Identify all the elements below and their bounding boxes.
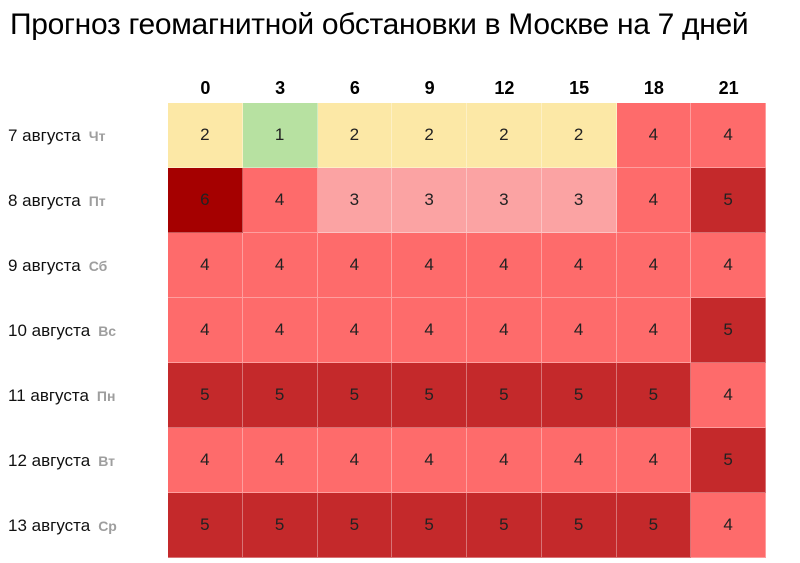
heatmap-cell: 4 xyxy=(467,233,542,298)
hour-axis: 0 3 6 9 12 15 18 21 xyxy=(168,76,766,100)
row-date-label: 10 августа xyxy=(8,320,91,340)
heatmap-cell: 5 xyxy=(691,168,766,233)
heatmap-cell: 3 xyxy=(317,168,393,233)
hour-tick-label: 3 xyxy=(275,78,286,98)
heatmap-cell: 2 xyxy=(168,103,243,168)
heatmap-cell: 4 xyxy=(541,233,617,298)
heatmap-cell: 4 xyxy=(317,298,393,363)
heatmap-cell: 5 xyxy=(691,428,766,493)
date-axis: 7 августа Чт 8 августа Пт 9 августа Сб 10 авгу… xyxy=(8,103,168,558)
heatmap-cell: 2 xyxy=(317,103,393,168)
heatmap-cell: 4 xyxy=(242,233,318,298)
heatmap-cell: 3 xyxy=(392,168,467,233)
heatmap-cell: 5 xyxy=(691,298,766,363)
heatmap-cell: 4 xyxy=(168,233,243,298)
hour-tick-label: 12 xyxy=(494,78,515,98)
row-weekday-label: Сб xyxy=(88,257,108,274)
heatmap-cell: 5 xyxy=(467,493,542,558)
heatmap-cell: 4 xyxy=(691,233,766,298)
heatmap-cell: 4 xyxy=(541,298,617,363)
heatmap-cell: 1 xyxy=(242,103,318,168)
hour-tick-label: 9 xyxy=(424,78,435,98)
heatmap-cell: 5 xyxy=(317,363,393,428)
heatmap-cell: 5 xyxy=(616,363,692,428)
heatmap-cell: 4 xyxy=(168,428,243,493)
hour-tick-label: 21 xyxy=(718,78,739,98)
row-weekday-label: Вс xyxy=(98,322,117,339)
row-label: 11 августа Пн xyxy=(8,363,168,428)
heatmap-cell: 4 xyxy=(616,233,692,298)
row-date-label: 9 августа xyxy=(8,255,81,275)
heatmap-cell: 2 xyxy=(392,103,467,168)
heatmap-cell: 5 xyxy=(541,363,617,428)
heatmap-cell: 4 xyxy=(616,168,692,233)
heatmap-cell: 4 xyxy=(541,428,617,493)
heatmap-cell: 5 xyxy=(392,363,467,428)
heatmap-cell: 3 xyxy=(541,168,617,233)
hour-tick-label: 0 xyxy=(200,78,211,98)
heatmap-cell: 4 xyxy=(691,493,766,558)
row-label: 7 августа Чт xyxy=(8,103,168,168)
row-date-label: 7 августа xyxy=(8,125,81,145)
row-label: 8 августа Пт xyxy=(8,168,168,233)
hour-tick-label: 15 xyxy=(569,78,590,98)
heatmap-cell: 5 xyxy=(168,363,243,428)
heatmap-cell: 2 xyxy=(541,103,617,168)
heatmap-cell: 5 xyxy=(467,363,542,428)
heatmap-cell: 4 xyxy=(616,103,692,168)
heatmap-cell: 4 xyxy=(616,428,692,493)
heatmap-cell: 4 xyxy=(392,233,467,298)
heatmap-cell: 5 xyxy=(168,493,243,558)
row-date-label: 8 августа xyxy=(8,190,81,210)
heatmap-cell: 4 xyxy=(691,363,766,428)
hour-tick-label: 18 xyxy=(643,78,664,98)
heatmap-cell: 4 xyxy=(317,233,393,298)
heatmap-cell: 5 xyxy=(392,493,467,558)
heatmap-cell: 4 xyxy=(467,428,542,493)
row-date-label: 11 августа xyxy=(8,385,89,405)
heatmap-cell: 5 xyxy=(242,363,318,428)
heatmap-cell: 4 xyxy=(242,168,318,233)
row-date-label: 13 августа xyxy=(8,515,91,535)
row-label: 12 августа Вт xyxy=(8,428,168,493)
heatmap-cell: 3 xyxy=(467,168,542,233)
chart-title: Прогноз геомагнитной обстановки в Москве… xyxy=(10,8,749,41)
heatmap-cell: 4 xyxy=(317,428,393,493)
row-weekday-label: Пн xyxy=(96,387,116,404)
heatmap-cell: 4 xyxy=(392,428,467,493)
row-label: 13 августа Ср xyxy=(8,493,168,558)
hour-tick-label: 6 xyxy=(349,78,360,98)
row-label: 9 августа Сб xyxy=(8,233,168,298)
heatmap-cell: 5 xyxy=(616,493,692,558)
heatmap-cell: 2 xyxy=(467,103,542,168)
heatmap-cell: 5 xyxy=(242,493,318,558)
row-weekday-label: Чт xyxy=(88,127,106,144)
row-weekday-label: Вт xyxy=(98,452,115,469)
row-label: 10 августа Вс xyxy=(8,298,168,363)
heatmap-cell: 4 xyxy=(242,428,318,493)
heatmap-cell: 5 xyxy=(541,493,617,558)
heatmap-cell: 4 xyxy=(467,298,542,363)
row-weekday-label: Ср xyxy=(98,517,117,534)
heatmap-cell: 5 xyxy=(317,493,393,558)
heatmap-cell: 4 xyxy=(616,298,692,363)
heatmap-cell: 6 xyxy=(168,168,243,233)
heatmap-cell: 4 xyxy=(168,298,243,363)
heatmap-cell: 4 xyxy=(691,103,766,168)
heatmap-cell: 4 xyxy=(392,298,467,363)
row-weekday-label: Пт xyxy=(88,192,106,209)
heatmap-cell: 4 xyxy=(242,298,318,363)
row-date-label: 12 августа xyxy=(8,450,91,470)
